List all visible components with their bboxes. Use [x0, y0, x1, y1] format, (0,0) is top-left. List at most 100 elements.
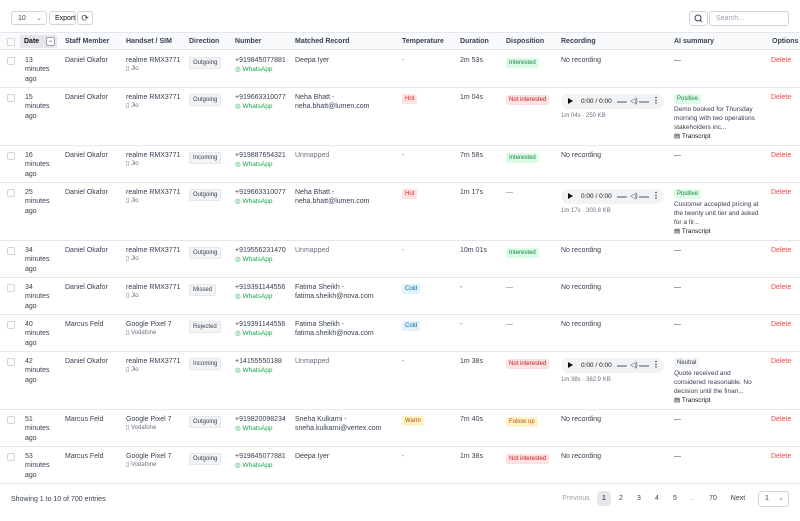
col-options[interactable]: Options — [772, 38, 799, 45]
delete-button[interactable]: Delete — [771, 453, 792, 460]
select-all-checkbox[interactable] — [7, 38, 15, 46]
row-checkbox[interactable] — [7, 416, 15, 424]
cell-matched[interactable]: Fatima Sheikh - fatima.sheikh@nova.com — [295, 320, 395, 339]
delete-button[interactable]: Delete — [771, 284, 792, 291]
phone-number[interactable]: +919391144556 — [235, 321, 286, 328]
play-icon[interactable] — [568, 193, 573, 199]
phone-number[interactable]: +919820098234 — [235, 416, 286, 423]
whatsapp-link[interactable]: ◎ WhatsApp — [235, 424, 286, 433]
row-checkbox[interactable] — [7, 284, 15, 292]
cell-matched[interactable]: Fatima Sheikh - fatima.sheikh@nova.com — [295, 283, 395, 302]
play-icon[interactable] — [568, 362, 573, 368]
col-disposition[interactable]: Disposition — [506, 38, 545, 45]
transcript-link[interactable]: ▤ Transcript — [674, 396, 711, 405]
phone-number[interactable]: +919887654321 — [235, 152, 286, 159]
delete-button[interactable]: Delete — [771, 321, 792, 328]
page-button-1[interactable]: 1 — [597, 491, 611, 506]
phone-number[interactable]: +919663310077 — [235, 94, 286, 101]
page-button-3[interactable]: 3 — [637, 495, 641, 502]
row-checkbox[interactable] — [7, 321, 15, 329]
disposition-badge[interactable]: Interested — [506, 153, 539, 163]
page-button-70[interactable]: 70 — [709, 495, 717, 502]
delete-button[interactable]: Delete — [771, 416, 792, 423]
col-ai-summary[interactable]: AI summary — [674, 38, 715, 45]
row-checkbox[interactable] — [7, 57, 15, 65]
volume-icon[interactable]: ◁) — [630, 98, 638, 105]
more-options-icon[interactable]: ⋮ — [652, 360, 660, 369]
phone-number[interactable]: +919663310077 — [235, 189, 286, 196]
cell-matched[interactable]: Neha Bhatt - neha.bhatt@lumen.com — [295, 188, 395, 207]
page-jump-select[interactable]: 1 ⌄ — [758, 491, 789, 507]
cell-matched[interactable]: Unmapped — [295, 357, 395, 366]
transcript-link[interactable]: ▤ Transcript — [674, 132, 711, 141]
cell-matched[interactable]: Sneha Kulkarni - sneha.kulkarni@vertex.co… — [295, 415, 395, 434]
col-staff[interactable]: Staff Member — [65, 38, 110, 45]
search-button[interactable] — [689, 11, 708, 26]
disposition-badge[interactable]: Interested — [506, 248, 539, 258]
disposition-badge[interactable]: Not interested — [506, 454, 550, 464]
volume-slider[interactable] — [639, 196, 649, 198]
page-button-4[interactable]: 4 — [655, 495, 659, 502]
row-checkbox[interactable] — [7, 247, 15, 255]
whatsapp-link[interactable]: ◎ WhatsApp — [235, 292, 285, 301]
row-checkbox[interactable] — [7, 358, 15, 366]
audio-player[interactable]: 0:00 / 0:00 ◁) ⋮ — [561, 189, 664, 204]
transcript-link[interactable]: ▤ Transcript — [674, 227, 711, 236]
more-options-icon[interactable]: ⋮ — [652, 191, 660, 200]
volume-slider[interactable] — [639, 101, 649, 103]
audio-player[interactable]: 0:00 / 0:00 ◁) ⋮ — [561, 358, 664, 373]
phone-number[interactable]: +919845077881 — [235, 453, 286, 460]
audio-progress[interactable] — [617, 365, 627, 367]
whatsapp-link[interactable]: ◎ WhatsApp — [235, 329, 285, 338]
audio-progress[interactable] — [617, 101, 627, 103]
col-temperature[interactable]: Temperature — [402, 38, 444, 45]
refresh-button[interactable]: ⟳ — [77, 11, 93, 25]
row-checkbox[interactable] — [7, 94, 15, 102]
col-matched[interactable]: Matched Record — [295, 38, 350, 45]
cell-matched[interactable]: Neha Bhatt - neha.bhatt@lumen.com — [295, 93, 395, 112]
export-button[interactable]: Export — [49, 11, 76, 25]
delete-button[interactable]: Delete — [771, 189, 792, 196]
col-handset[interactable]: Handset / SIM — [126, 38, 172, 45]
more-options-icon[interactable]: ⋮ — [652, 96, 660, 105]
phone-number[interactable]: +919391144556 — [235, 284, 286, 291]
phone-number[interactable]: +919556231470 — [235, 247, 286, 254]
phone-number[interactable]: +919845077881 — [235, 57, 286, 64]
volume-icon[interactable]: ◁) — [630, 362, 638, 369]
col-direction[interactable]: Direction — [189, 38, 220, 45]
whatsapp-link[interactable]: ◎ WhatsApp — [235, 366, 282, 375]
volume-icon[interactable]: ◁) — [630, 193, 638, 200]
whatsapp-link[interactable]: ◎ WhatsApp — [235, 197, 286, 206]
page-button-2[interactable]: 2 — [619, 495, 623, 502]
disposition-badge[interactable]: Follow up — [506, 417, 538, 427]
next-page-button[interactable]: Next — [730, 495, 746, 502]
whatsapp-link[interactable]: ◎ WhatsApp — [235, 461, 286, 470]
row-checkbox[interactable] — [7, 189, 15, 197]
audio-player[interactable]: 0:00 / 0:00 ◁) ⋮ — [561, 94, 664, 109]
whatsapp-link[interactable]: ◎ WhatsApp — [235, 65, 286, 74]
phone-number[interactable]: +14155550188 — [235, 358, 282, 365]
delete-button[interactable]: Delete — [771, 94, 792, 101]
search-input[interactable] — [709, 11, 789, 26]
whatsapp-link[interactable]: ◎ WhatsApp — [235, 160, 286, 169]
volume-slider[interactable] — [639, 365, 649, 367]
delete-button[interactable]: Delete — [771, 247, 792, 254]
previous-page-button[interactable]: Previous — [562, 495, 590, 502]
page-size-select[interactable]: 10 ⌄ — [11, 11, 47, 25]
page-button-5[interactable]: 5 — [673, 495, 677, 502]
cell-matched[interactable]: Deepa Iyer — [295, 56, 395, 65]
delete-button[interactable]: Delete — [771, 358, 792, 365]
disposition-badge[interactable]: Interested — [506, 58, 539, 68]
col-duration[interactable]: Duration — [460, 38, 489, 45]
whatsapp-link[interactable]: ◎ WhatsApp — [235, 102, 286, 111]
delete-button[interactable]: Delete — [771, 57, 792, 64]
audio-progress[interactable] — [617, 196, 627, 198]
cell-matched[interactable]: Unmapped — [295, 151, 395, 160]
disposition-badge[interactable]: Not interested — [506, 95, 550, 105]
whatsapp-link[interactable]: ◎ WhatsApp — [235, 255, 286, 264]
row-checkbox[interactable] — [7, 453, 15, 461]
sort-date-header[interactable]: Date ⌄ — [20, 35, 57, 48]
cell-matched[interactable]: Unmapped — [295, 246, 395, 255]
delete-button[interactable]: Delete — [771, 152, 792, 159]
play-icon[interactable] — [568, 98, 573, 104]
